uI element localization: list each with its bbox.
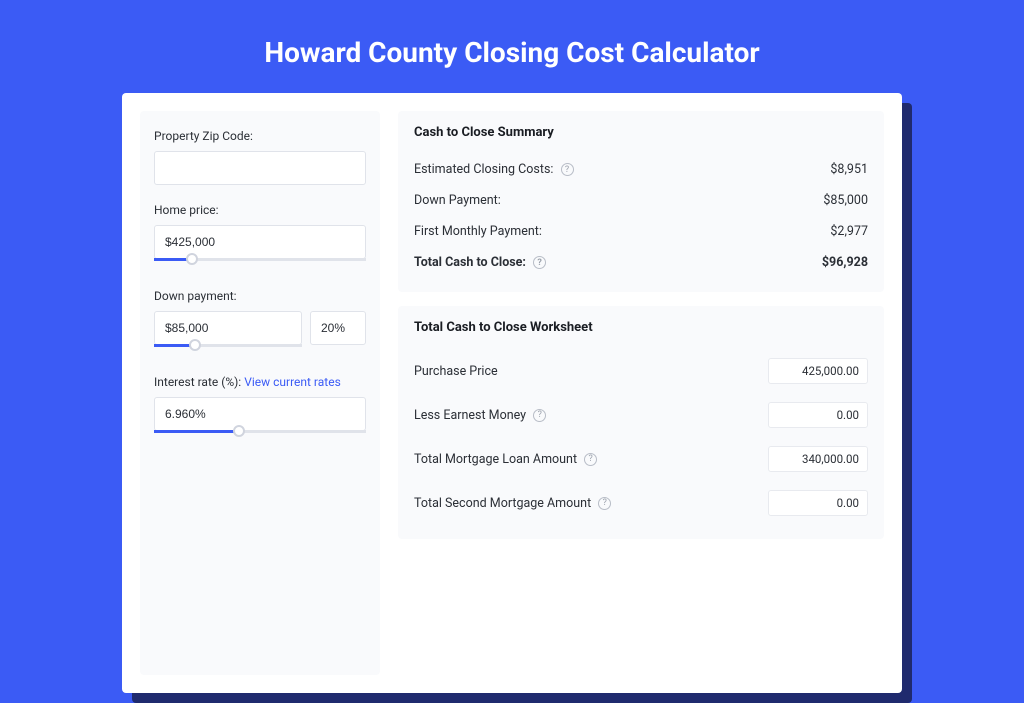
summary-row: Down Payment: $85,000 <box>414 185 868 216</box>
summary-total-value: $96,928 <box>822 255 868 270</box>
down-payment-label: Down payment: <box>154 289 366 303</box>
worksheet-row: Purchase Price 425,000.00 <box>414 349 868 393</box>
summary-row-value: $8,951 <box>830 162 868 177</box>
worksheet-row-value: 425,000.00 <box>768 358 868 384</box>
worksheet-row-value: 340,000.00 <box>768 446 868 472</box>
interest-label: Interest rate (%): View current rates <box>154 375 366 389</box>
interest-input[interactable] <box>154 397 366 431</box>
card-body: Property Zip Code: Home price: Down paym… <box>122 93 902 693</box>
summary-row: Estimated Closing Costs: ? $8,951 <box>414 154 868 185</box>
interest-label-text: Interest rate (%): <box>154 375 244 389</box>
help-icon[interactable]: ? <box>561 163 574 176</box>
interest-slider[interactable] <box>154 429 366 443</box>
home-price-field: Home price: <box>154 203 366 271</box>
help-icon[interactable]: ? <box>533 409 546 422</box>
help-icon[interactable]: ? <box>598 497 611 510</box>
down-payment-slider[interactable] <box>154 343 302 357</box>
worksheet-row: Total Second Mortgage Amount ? 0.00 <box>414 481 868 525</box>
down-payment-pct-input[interactable] <box>310 311 366 345</box>
summary-row-label: Estimated Closing Costs: <box>414 162 553 177</box>
worksheet-row: Total Mortgage Loan Amount ? 340,000.00 <box>414 437 868 481</box>
summary-row-value: $85,000 <box>823 193 868 208</box>
home-price-input[interactable] <box>154 225 366 259</box>
summary-heading: Cash to Close Summary <box>414 125 868 140</box>
calculator-card: Property Zip Code: Home price: Down paym… <box>122 93 902 693</box>
home-price-label: Home price: <box>154 203 366 217</box>
worksheet-row: Less Earnest Money ? 0.00 <box>414 393 868 437</box>
summary-row: First Monthly Payment: $2,977 <box>414 216 868 247</box>
zip-input[interactable] <box>154 151 366 185</box>
summary-row-label: First Monthly Payment: <box>414 224 542 239</box>
summary-panel: Cash to Close Summary Estimated Closing … <box>398 111 884 292</box>
inputs-panel: Property Zip Code: Home price: Down paym… <box>140 111 380 675</box>
worksheet-heading: Total Cash to Close Worksheet <box>414 320 868 335</box>
summary-total-row: Total Cash to Close: ? $96,928 <box>414 247 868 278</box>
down-payment-input[interactable] <box>154 311 302 345</box>
summary-total-label: Total Cash to Close: <box>414 255 526 270</box>
summary-row-label: Down Payment: <box>414 193 501 208</box>
worksheet-row-label: Total Mortgage Loan Amount <box>414 452 577 467</box>
home-price-slider[interactable] <box>154 257 366 271</box>
zip-label: Property Zip Code: <box>154 129 366 143</box>
help-icon[interactable]: ? <box>584 453 597 466</box>
view-rates-link[interactable]: View current rates <box>244 375 341 389</box>
page-title: Howard County Closing Cost Calculator <box>0 0 1024 93</box>
worksheet-row-value: 0.00 <box>768 402 868 428</box>
summary-row-value: $2,977 <box>830 224 868 239</box>
worksheet-row-label: Purchase Price <box>414 364 498 379</box>
worksheet-panel: Total Cash to Close Worksheet Purchase P… <box>398 306 884 539</box>
worksheet-row-label: Less Earnest Money <box>414 408 526 423</box>
zip-field: Property Zip Code: <box>154 129 366 185</box>
results-column: Cash to Close Summary Estimated Closing … <box>398 111 884 675</box>
worksheet-row-value: 0.00 <box>768 490 868 516</box>
worksheet-row-label: Total Second Mortgage Amount <box>414 496 591 511</box>
help-icon[interactable]: ? <box>533 256 546 269</box>
down-payment-field: Down payment: <box>154 289 366 357</box>
interest-field: Interest rate (%): View current rates <box>154 375 366 443</box>
